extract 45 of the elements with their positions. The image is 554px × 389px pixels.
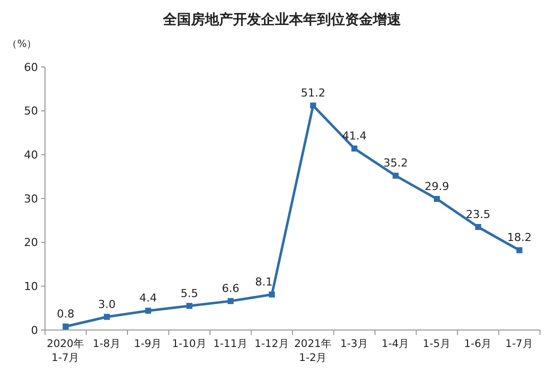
x-tick-label: 2020年 1-7月 [46, 338, 84, 364]
point [351, 146, 358, 152]
y-tick-label: 40 [24, 148, 38, 162]
point [475, 224, 482, 230]
x-tick-label: 1-3月 [340, 338, 368, 350]
x-tick-label: 2021年 1-2月 [294, 338, 332, 364]
x-tick-label: 1-7月 [505, 338, 534, 350]
x-tick-label: 1-4月 [382, 338, 410, 350]
y-tick-label: 20 [24, 236, 38, 250]
point [310, 102, 316, 109]
point [392, 172, 399, 179]
x-tick-label: 1-10月 [172, 338, 207, 350]
data-label: 4.4 [139, 292, 157, 305]
x-tick-label: 1-5月 [422, 338, 451, 350]
data-label: 23.5 [466, 208, 490, 221]
point [516, 247, 522, 254]
data-label: 6.6 [222, 282, 240, 296]
data-label: 5.5 [180, 286, 198, 300]
x-tick-label: 1-12月 [254, 338, 290, 350]
point [228, 298, 234, 304]
y-tick-label: 30 [24, 192, 38, 206]
point [434, 196, 440, 202]
y-tick-label: 50 [24, 104, 38, 118]
x-tick-label: 1-6月 [464, 338, 492, 350]
y-tick-label: 0 [31, 324, 38, 337]
data-label: 29.9 [424, 180, 450, 193]
data-label: 18.2 [507, 231, 532, 244]
x-tick-label: 1-9月 [134, 338, 162, 350]
data-label: 51.2 [300, 86, 326, 100]
y-axis-title: （%） [7, 39, 37, 50]
x-tick-label: 1-8月 [92, 338, 121, 350]
y-tick-label: 60 [24, 60, 38, 74]
point [186, 302, 192, 309]
x-tick-label: 1-11月 [213, 338, 248, 350]
data-label: 41.4 [342, 130, 367, 143]
data-label: 8.1 [255, 275, 273, 288]
point [104, 314, 110, 320]
point [62, 323, 69, 330]
data-label: 0.8 [56, 307, 74, 320]
data-label: 35.2 [383, 156, 408, 170]
point [268, 291, 275, 298]
chart-title: 全国房地产开发企业本年到位资金增速 [162, 11, 402, 28]
point [145, 308, 152, 314]
data-label: 3.0 [98, 298, 116, 311]
y-tick-label: 10 [24, 280, 38, 294]
